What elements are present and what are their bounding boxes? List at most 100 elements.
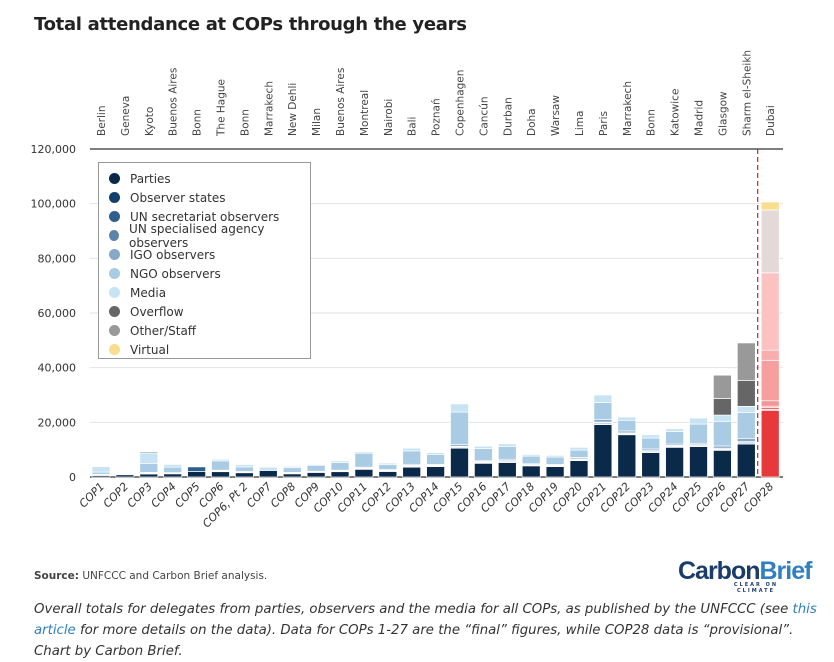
bar-segment-other-staff <box>736 342 756 381</box>
bar-segment-parties <box>760 409 780 478</box>
bar-stack-cop5 <box>187 466 206 478</box>
venue-label: Warsaw <box>550 95 562 136</box>
legend-label: Parties <box>130 171 171 186</box>
bar-segment-other-staff <box>713 374 732 399</box>
bar-stack-cop21 <box>593 394 613 478</box>
venue-label: Copenhagen <box>455 70 467 136</box>
bar-segment-parties <box>474 462 493 478</box>
bar-segment-other-staff <box>760 209 780 274</box>
bar-segment-media <box>211 458 230 462</box>
bar-stack-cop2 <box>115 474 135 478</box>
bar-segment-media <box>426 452 445 455</box>
legend-swatch-icon <box>109 344 120 355</box>
bar-segment-media <box>378 462 398 466</box>
source-label: Source: <box>34 570 79 582</box>
venue-label: Lima <box>574 111 586 136</box>
bar-segment-un-secretariat-observers <box>187 466 206 472</box>
bar-segment-media <box>235 464 254 468</box>
bar-segment-ngo-observers <box>450 411 469 445</box>
carbon-brief-logo[interactable]: CarbonBrief CLEAR ON CLIMATE <box>678 558 812 594</box>
legend-swatch-icon <box>109 173 120 184</box>
venue-label: The Hague <box>216 79 228 137</box>
bar-segment-media <box>736 405 756 413</box>
bar-stack-cop20 <box>569 446 589 478</box>
bar-segment-igo-observers <box>736 437 756 442</box>
bar-segment-parties <box>115 474 135 478</box>
venue-label: Geneva <box>120 96 132 136</box>
bar-segment-ngo-observers <box>378 464 398 470</box>
legend-label: NGO observers <box>130 266 221 281</box>
bar-segment-ngo-observers <box>426 453 445 465</box>
bar-segment-media <box>689 417 708 425</box>
bar-segment-parties <box>497 461 517 478</box>
venue-label: Marrakech <box>263 81 275 136</box>
bar-segment-parties <box>641 452 661 478</box>
legend-label: Other/Staff <box>130 323 197 338</box>
chart-title: Total attendance at COPs through the yea… <box>34 14 467 35</box>
legend-item: UN specialised agency observers <box>109 222 310 250</box>
legend-item: Parties <box>109 169 310 188</box>
x-tick-label: COP5 <box>172 480 202 510</box>
chart-caption: Overall totals for delegates from partie… <box>34 599 824 662</box>
bar-segment-ngo-observers <box>736 412 756 439</box>
bar-segment-parties <box>545 465 565 478</box>
bar-segment-igo-observers <box>760 400 780 407</box>
legend-label: Overflow <box>130 304 184 319</box>
x-tick-label: COP4 <box>148 480 178 510</box>
bar-segment-parties <box>736 443 756 478</box>
y-tick-label: 80,000 <box>38 252 77 265</box>
bar-stack-cop22 <box>617 416 637 478</box>
venue-label: Kyoto <box>144 107 156 136</box>
venue-label: Marrakech <box>622 81 634 136</box>
bar-segment-parties <box>689 446 708 478</box>
bar-segment-media <box>163 464 183 468</box>
bar-segment-ngo-observers <box>330 462 350 471</box>
bar-stack-cop12 <box>378 462 398 478</box>
bar-segment-parties <box>713 449 732 478</box>
bar-stack-cop7 <box>258 466 278 478</box>
bar-segment-media <box>665 428 684 432</box>
bar-stack-cop15 <box>450 403 469 478</box>
bar-segment-parties <box>330 470 350 478</box>
bar-segment-overflow <box>736 380 756 407</box>
bar-stack-cop19 <box>545 455 565 478</box>
bar-stack-cop17 <box>497 443 517 478</box>
venue-label: Poznań <box>431 98 443 136</box>
source-text: UNFCCC and Carbon Brief analysis. <box>78 570 268 582</box>
venue-label: Paris <box>598 111 610 136</box>
bar-segment-parties <box>187 471 206 478</box>
venue-label: Bali <box>407 117 419 136</box>
venue-label: Nairobi <box>383 99 395 136</box>
legend-label: Virtual <box>130 342 170 357</box>
venue-label: Berlin <box>96 106 108 136</box>
legend-swatch-icon <box>109 325 120 336</box>
bar-stack-cop6-pt-2 <box>235 464 254 478</box>
legend-item: NGO observers <box>109 264 310 283</box>
legend-item: Overflow <box>109 302 310 321</box>
bar-stack-cop26 <box>713 374 732 478</box>
bar-segment-ngo-observers <box>617 419 637 432</box>
bar-segment-ngo-observers <box>474 448 493 462</box>
bar-segment-ngo-observers <box>402 450 422 465</box>
legend-label: UN secretariat observers <box>130 209 280 224</box>
bar-segment-media <box>139 452 159 464</box>
bar-segment-media <box>258 466 278 471</box>
bar-segment-media <box>713 414 732 422</box>
bar-stack-cop27 <box>736 342 756 478</box>
legend-item: Virtual <box>109 340 310 359</box>
bar-segment-ngo-observers <box>665 431 684 445</box>
legend-label: Observer states <box>130 190 226 205</box>
venue-label: Dubai <box>765 105 777 136</box>
y-tick-label: 20,000 <box>38 416 77 429</box>
bar-segment-media <box>474 445 493 449</box>
article-link[interactable]: this article <box>34 602 817 638</box>
venue-label: Madrid <box>694 100 706 136</box>
bar-stack-cop8 <box>282 465 302 478</box>
y-tick-label: 40,000 <box>38 362 77 375</box>
bar-segment-parties <box>617 434 637 478</box>
legend-swatch-icon <box>109 230 120 241</box>
bar-segment-ngo-observers <box>521 455 541 465</box>
bar-segment-media <box>760 349 780 361</box>
bar-segment-parties <box>378 470 398 478</box>
legend-item: Observer states <box>109 188 310 207</box>
